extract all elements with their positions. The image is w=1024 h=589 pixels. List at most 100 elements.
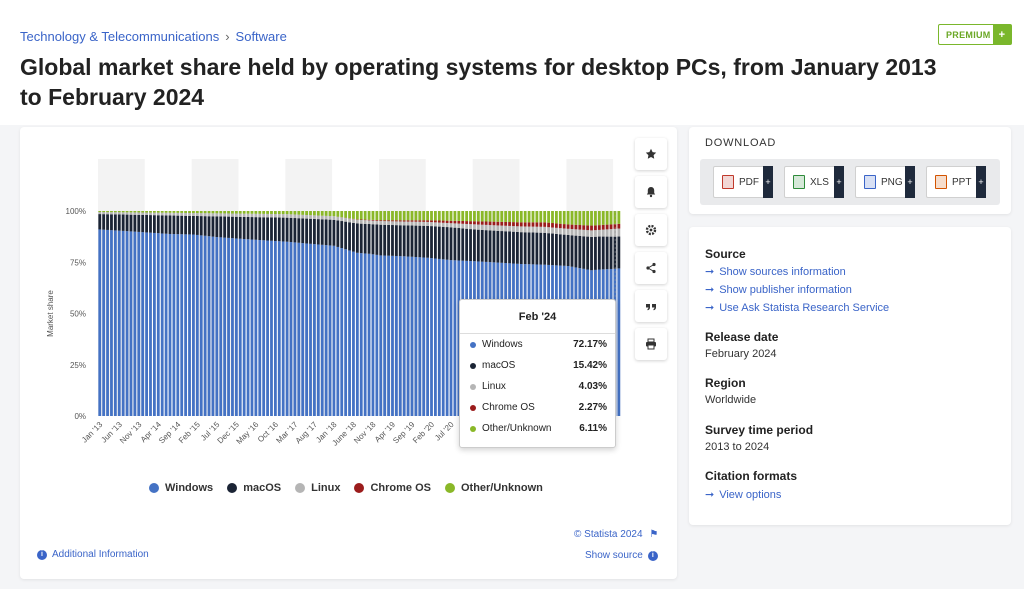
bar-segment-macos[interactable] (133, 214, 137, 232)
bar-segment-macos[interactable] (121, 214, 125, 231)
bar-stack[interactable] (227, 211, 230, 416)
bar-segment-macos[interactable] (117, 214, 121, 231)
share-icon[interactable] (635, 252, 667, 284)
bar-segment-linux[interactable] (199, 213, 203, 217)
bar-segment-other-unknown[interactable] (488, 211, 492, 222)
bar-segment-other-unknown[interactable] (414, 211, 418, 221)
show-source-link[interactable]: Show source i (585, 550, 658, 561)
bar-segment-macos[interactable] (254, 217, 258, 240)
bar-segment-other-unknown[interactable] (476, 211, 480, 222)
bar-segment-chrome-os[interactable] (383, 220, 387, 222)
bar-segment-other-unknown[interactable] (613, 211, 617, 225)
bar-segment-linux[interactable] (410, 221, 414, 226)
bar-segment-linux[interactable] (348, 218, 351, 223)
bar-segment-linux[interactable] (434, 222, 437, 227)
bar-segment-linux[interactable] (149, 212, 152, 216)
bar-segment-chrome-os[interactable] (387, 220, 390, 222)
bar-stack[interactable] (332, 211, 336, 416)
bar-segment-linux[interactable] (231, 213, 234, 217)
bar-segment-windows[interactable] (344, 249, 348, 416)
bar-segment-other-unknown[interactable] (535, 211, 539, 223)
bar-segment-macos[interactable] (328, 219, 332, 246)
bar-segment-linux[interactable] (129, 212, 133, 215)
bar-segment-windows[interactable] (320, 244, 324, 416)
bar-segment-other-unknown[interactable] (590, 211, 593, 226)
bar-segment-linux[interactable] (469, 224, 472, 230)
bar-segment-other-unknown[interactable] (359, 211, 363, 220)
bar-segment-macos[interactable] (125, 214, 129, 232)
bar-segment-macos[interactable] (594, 236, 597, 270)
bar-stack[interactable] (379, 211, 383, 416)
bar-segment-other-unknown[interactable] (539, 211, 543, 223)
bar-segment-other-unknown[interactable] (141, 211, 145, 213)
bar-segment-windows[interactable] (110, 230, 113, 416)
bar-segment-other-unknown[interactable] (192, 211, 195, 214)
bar-segment-windows[interactable] (285, 241, 289, 416)
bar-segment-other-unknown[interactable] (441, 211, 445, 221)
view-options-link[interactable]: ➞ View options (705, 488, 781, 501)
bar-segment-other-unknown[interactable] (285, 211, 289, 215)
bar-segment-macos[interactable] (519, 232, 523, 264)
bar-segment-macos[interactable] (605, 236, 609, 270)
bar-segment-windows[interactable] (188, 234, 191, 416)
premium-badge[interactable]: PREMIUM + (938, 24, 1012, 45)
bar-segment-macos[interactable] (215, 216, 219, 238)
bar-segment-linux[interactable] (414, 221, 418, 226)
bar-segment-other-unknown[interactable] (367, 211, 371, 220)
breadcrumb-subcategory[interactable]: Software (235, 29, 287, 44)
bar-segment-other-unknown[interactable] (410, 211, 414, 221)
bar-stack[interactable] (211, 211, 215, 416)
bar-segment-linux[interactable] (258, 213, 262, 218)
bar-segment-linux[interactable] (578, 229, 582, 236)
bar-stack[interactable] (184, 211, 188, 416)
bar-segment-other-unknown[interactable] (363, 211, 367, 220)
bar-stack[interactable] (192, 211, 195, 416)
bar-segment-chrome-os[interactable] (527, 222, 531, 227)
bar-segment-chrome-os[interactable] (476, 221, 480, 225)
bar-stack[interactable] (422, 211, 426, 416)
bar-segment-other-unknown[interactable] (383, 211, 387, 221)
bar-segment-linux[interactable] (110, 212, 113, 215)
bar-segment-linux[interactable] (543, 226, 547, 233)
bar-segment-macos[interactable] (141, 214, 145, 233)
bar-segment-other-unknown[interactable] (137, 211, 141, 213)
bar-segment-linux[interactable] (156, 212, 160, 216)
download-png-button[interactable]: PNG + (855, 166, 915, 198)
bar-segment-chrome-os[interactable] (496, 221, 500, 226)
bar-segment-other-unknown[interactable] (437, 211, 441, 221)
bar-segment-windows[interactable] (281, 241, 285, 416)
bar-segment-chrome-os[interactable] (570, 224, 574, 230)
bar-segment-macos[interactable] (617, 236, 621, 269)
bar-segment-linux[interactable] (422, 221, 426, 226)
bar-segment-macos[interactable] (262, 217, 266, 241)
bar-stack[interactable] (414, 211, 418, 416)
bar-segment-windows[interactable] (430, 258, 433, 416)
bar-segment-other-unknown[interactable] (348, 211, 351, 219)
bar-segment-linux[interactable] (215, 213, 219, 217)
gear-icon[interactable] (635, 214, 667, 246)
bar-segment-macos[interactable] (484, 230, 488, 262)
bar-stack[interactable] (215, 211, 219, 416)
bar-segment-windows[interactable] (375, 254, 379, 416)
bar-segment-other-unknown[interactable] (422, 211, 426, 221)
bar-segment-other-unknown[interactable] (332, 211, 336, 217)
bar-segment-windows[interactable] (117, 230, 121, 416)
bar-stack[interactable] (410, 211, 414, 416)
bar-segment-chrome-os[interactable] (469, 221, 472, 225)
bar-segment-linux[interactable] (426, 221, 430, 226)
bar-stack[interactable] (336, 211, 340, 416)
bar-stack[interactable] (219, 211, 223, 416)
bar-segment-windows[interactable] (437, 258, 441, 416)
bar-segment-other-unknown[interactable] (297, 211, 301, 215)
bar-segment-macos[interactable] (449, 227, 453, 261)
bar-segment-windows[interactable] (453, 260, 457, 416)
bar-segment-other-unknown[interactable] (352, 211, 355, 219)
bar-segment-macos[interactable] (410, 225, 414, 257)
bar-segment-macos[interactable] (277, 217, 281, 242)
bar-stack[interactable] (371, 211, 375, 416)
legend-item-other[interactable]: Other/Unknown (444, 482, 543, 494)
bar-segment-chrome-os[interactable] (566, 224, 570, 229)
bar-segment-linux[interactable] (344, 217, 348, 222)
bar-segment-windows[interactable] (301, 243, 305, 416)
bar-segment-other-unknown[interactable] (387, 211, 390, 221)
